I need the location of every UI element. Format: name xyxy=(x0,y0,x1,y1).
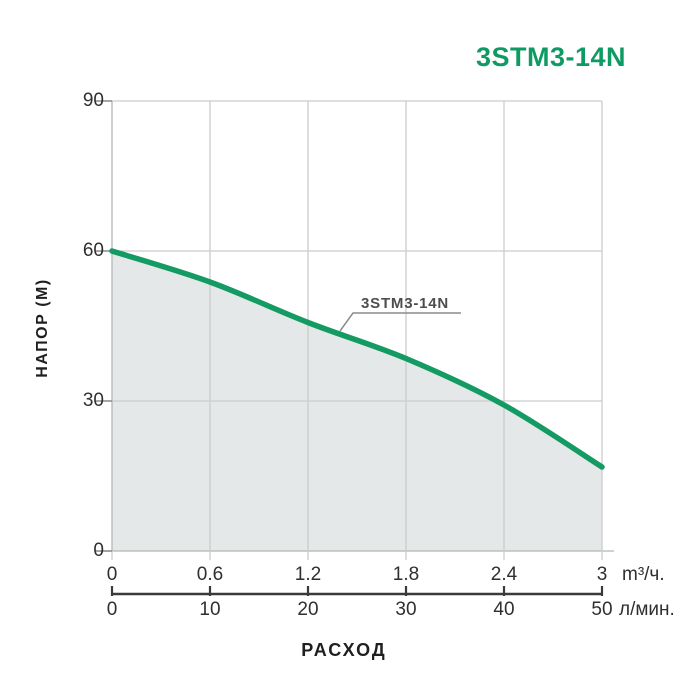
x-tick-label-m3h: 1.8 xyxy=(392,564,420,585)
pump-curve xyxy=(109,248,605,470)
x-tick-label-lmin: 10 xyxy=(199,599,221,620)
x-tick-label-lmin: 50 xyxy=(591,599,613,620)
x-axis-unit-lmin: л/мин. xyxy=(619,599,675,620)
y-tick-label: 60 xyxy=(82,240,104,261)
y-axis-title: НАПОР (М) xyxy=(34,278,51,378)
x-axis-unit-m3h: m³/ч. xyxy=(622,564,665,585)
x-tick-label-m3h: 1.2 xyxy=(294,564,322,585)
y-tick-label: 0 xyxy=(93,540,104,561)
curve-label-callout xyxy=(339,312,461,332)
x-tick-label-m3h: 0 xyxy=(106,564,118,585)
x-axis-title: РАСХОД xyxy=(301,640,387,660)
x-tick-label-lmin: 0 xyxy=(106,599,118,620)
x-tick-label-lmin: 20 xyxy=(297,599,319,620)
curve-label: 3STM3-14N xyxy=(361,295,450,312)
x-tick-label-m3h: 0.6 xyxy=(196,564,224,585)
x-tick-label-lmin: 40 xyxy=(493,599,515,620)
x-tick-label-lmin: 30 xyxy=(395,599,417,620)
y-tick-label: 30 xyxy=(82,390,104,411)
y-tick-label: 90 xyxy=(82,90,104,111)
page-title: 3STM3-14N xyxy=(475,42,626,72)
x-tick-label-m3h: 3 xyxy=(596,564,608,585)
x-tick-label-m3h: 2.4 xyxy=(490,564,518,585)
